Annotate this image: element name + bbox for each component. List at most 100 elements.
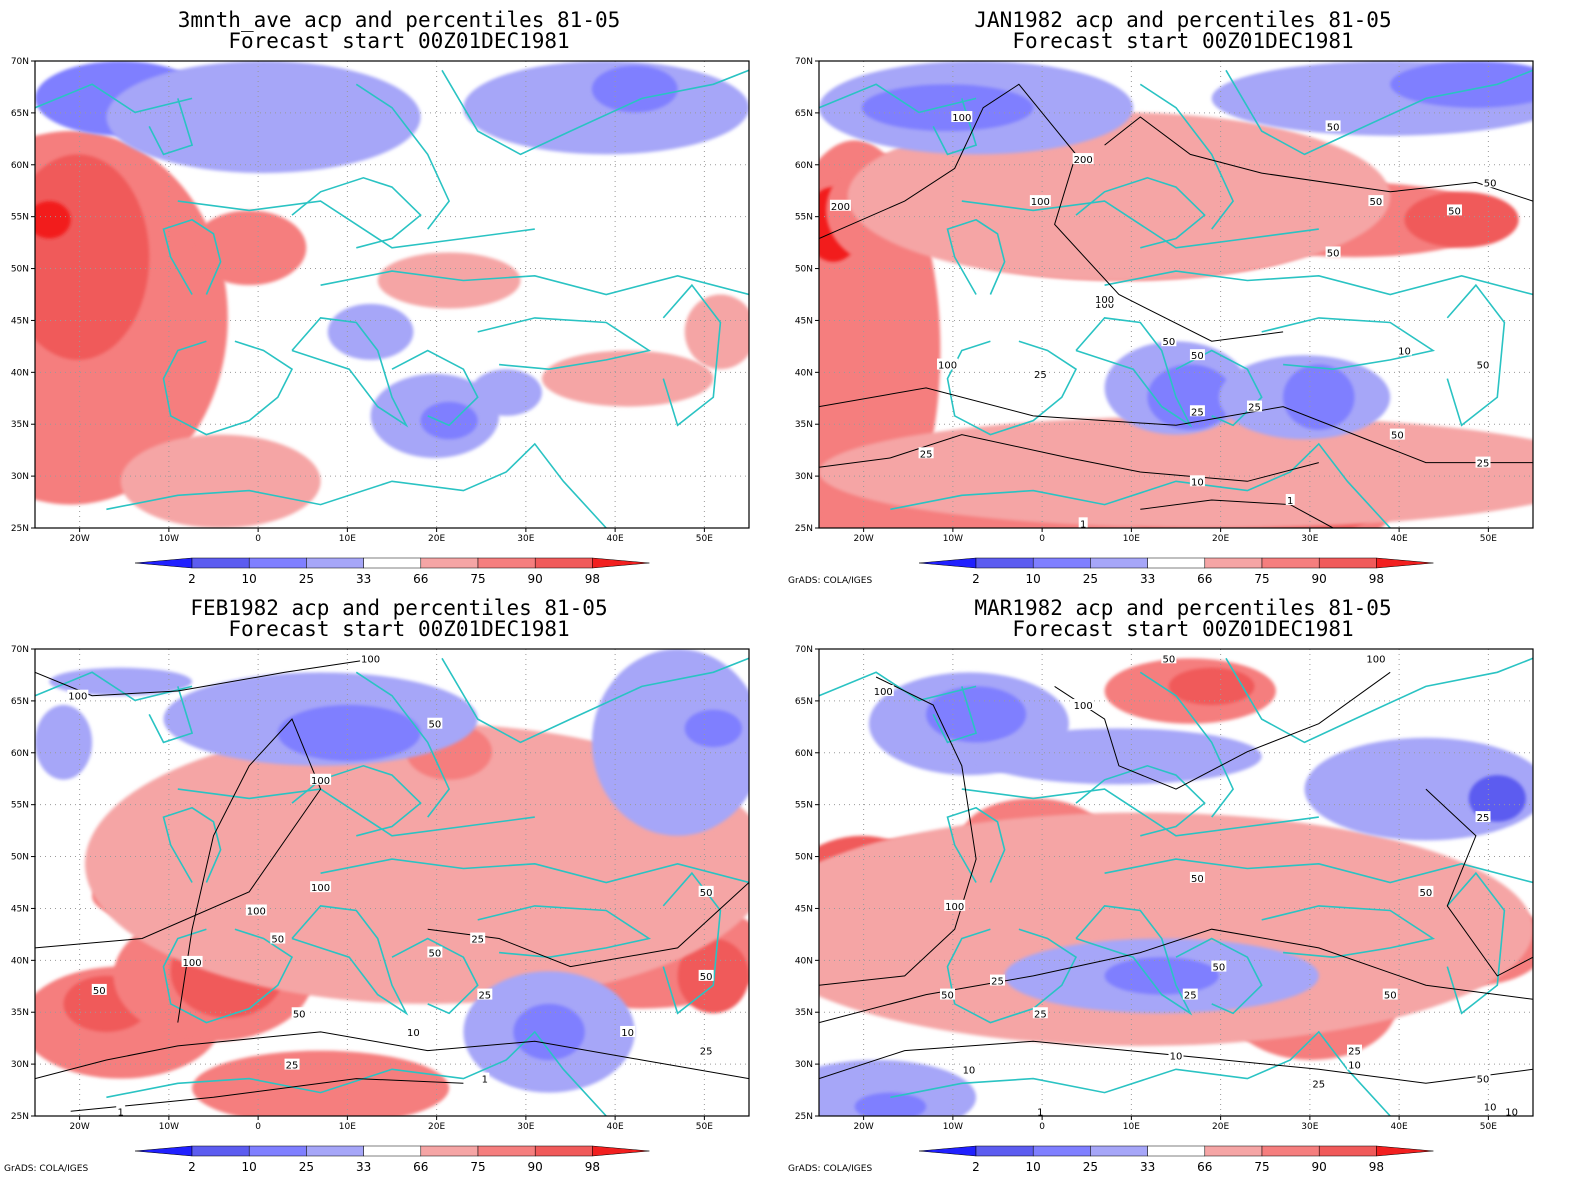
contour-label: 25 bbox=[478, 991, 491, 1002]
coastline bbox=[1175, 349, 1263, 427]
latitude-label: 50N bbox=[795, 265, 813, 275]
coastline bbox=[662, 283, 722, 427]
shading-region bbox=[591, 65, 678, 113]
longitude-label: 20W bbox=[69, 534, 89, 544]
longitude-label: 30E bbox=[1301, 1122, 1318, 1132]
contour-label: 100 bbox=[1366, 654, 1385, 665]
coastline bbox=[1225, 657, 1533, 744]
shading-region bbox=[684, 709, 742, 748]
shading-region bbox=[192, 1050, 450, 1116]
shading-region bbox=[377, 252, 521, 309]
longitude-label: 40E bbox=[607, 534, 624, 544]
coastline bbox=[1139, 671, 1235, 818]
colorbar: 2 10 25 33 66 75 90 98 bbox=[134, 1145, 650, 1174]
latitude-label: 25N bbox=[795, 1112, 813, 1122]
colorbar-label: 90 bbox=[1312, 1160, 1327, 1174]
contour-label: 50 bbox=[1191, 351, 1204, 362]
shading-region bbox=[819, 812, 1533, 1046]
longitude-label: 50E bbox=[1480, 1122, 1497, 1132]
coastline bbox=[1139, 83, 1235, 230]
colorbar-label: 2 bbox=[188, 572, 196, 586]
credit-text: GrADS: COLA/IGES bbox=[788, 1164, 873, 1174]
latitude-label: 70N bbox=[11, 645, 29, 655]
contour-label: 50 bbox=[1327, 122, 1340, 133]
latitude-label: 30N bbox=[11, 472, 29, 482]
shading-region bbox=[1468, 775, 1526, 822]
colorbar-label: 25 bbox=[299, 572, 314, 586]
shading-region bbox=[854, 1092, 927, 1116]
contour-label: 50 bbox=[293, 1009, 306, 1020]
coastline bbox=[35, 83, 193, 114]
coastline bbox=[391, 349, 479, 427]
contour-line bbox=[819, 83, 1284, 342]
panel-subtitle: Forecast start 00Z01DEC1981 bbox=[1012, 617, 1354, 641]
shading-region bbox=[1390, 61, 1533, 108]
latitude-label: 25N bbox=[11, 1112, 29, 1122]
longitude-label: 30E bbox=[517, 1122, 534, 1132]
coastline bbox=[819, 671, 977, 702]
latitude-label: 65N bbox=[795, 109, 813, 119]
latitude-label: 45N bbox=[11, 904, 29, 914]
coastline bbox=[477, 905, 652, 959]
latitude-label: 45N bbox=[11, 316, 29, 326]
panel-title: FEB1982 acp and percentiles 81-05 bbox=[190, 596, 608, 620]
panel-title: 3mnth_ave acp and percentiles 81-05 bbox=[177, 8, 621, 32]
longitude-label: 10E bbox=[339, 534, 356, 544]
colorbar-label: 2 bbox=[972, 572, 980, 586]
contour-label: 10 bbox=[1348, 1061, 1361, 1072]
contour-line bbox=[819, 676, 977, 986]
longitude-label: 40E bbox=[607, 1122, 624, 1132]
shading-region bbox=[35, 705, 93, 780]
contour-label: 50 bbox=[1327, 248, 1340, 259]
longitude-label: 0 bbox=[255, 534, 261, 544]
latitude-label: 35N bbox=[795, 420, 813, 430]
contour-label: 100 bbox=[1031, 197, 1050, 208]
latitude-label: 30N bbox=[795, 472, 813, 482]
colorbar-label: 98 bbox=[1369, 572, 1384, 586]
longitude-label: 10W bbox=[159, 1122, 179, 1132]
contour-label: 25 bbox=[1191, 407, 1204, 418]
contour-line bbox=[819, 434, 1319, 482]
longitude-label: 30E bbox=[517, 534, 534, 544]
colorbar-label: 2 bbox=[972, 1160, 980, 1174]
contour-label: 50 bbox=[700, 888, 713, 899]
coastline bbox=[291, 176, 422, 249]
shading-region bbox=[470, 369, 542, 416]
coastline bbox=[1446, 283, 1506, 427]
colorbar-label: 2 bbox=[188, 1160, 196, 1174]
shading-region bbox=[976, 728, 1262, 785]
contour-label: 25 bbox=[1477, 459, 1490, 470]
latitude-label: 70N bbox=[11, 57, 29, 67]
credit-text: GrADS: COLA/IGES bbox=[788, 576, 873, 586]
coastline bbox=[106, 442, 607, 528]
shading-region bbox=[192, 210, 307, 286]
map-panel-2: JAN1982 acp and percentiles 81-05 Forecas… bbox=[784, 0, 1582, 598]
coastline bbox=[162, 928, 294, 1024]
coastline bbox=[946, 928, 1078, 1024]
coastline bbox=[1261, 317, 1436, 371]
contour-label: 50 bbox=[700, 972, 713, 983]
coastline bbox=[946, 806, 1006, 883]
contour-label: 50 bbox=[1384, 991, 1397, 1002]
longitude-label: 30E bbox=[1301, 534, 1318, 544]
contour-label: 50 bbox=[271, 935, 284, 946]
colorbar-label: 33 bbox=[356, 572, 371, 586]
contour-label: 25 bbox=[1477, 813, 1490, 824]
contour-label: 200 bbox=[831, 202, 850, 213]
coastline bbox=[148, 686, 194, 744]
latitude-label: 40N bbox=[11, 368, 29, 378]
contour-label: 100 bbox=[952, 113, 971, 124]
latitude-label: 60N bbox=[795, 161, 813, 171]
contour-label: 10 bbox=[1398, 347, 1411, 358]
coastline bbox=[106, 1030, 607, 1116]
contour-line bbox=[35, 1031, 749, 1080]
contour-label: 25 bbox=[1248, 403, 1261, 414]
panel-title: JAN1982 acp and percentiles 81-05 bbox=[974, 8, 1392, 32]
shading-region bbox=[463, 61, 749, 155]
colorbar-label: 75 bbox=[1254, 572, 1269, 586]
contour-line bbox=[70, 1078, 464, 1112]
colorbar-label: 90 bbox=[1312, 572, 1327, 586]
colorbar-label: 10 bbox=[242, 572, 257, 586]
latitude-label: 60N bbox=[11, 161, 29, 171]
contour-label: 50 bbox=[1162, 337, 1175, 348]
